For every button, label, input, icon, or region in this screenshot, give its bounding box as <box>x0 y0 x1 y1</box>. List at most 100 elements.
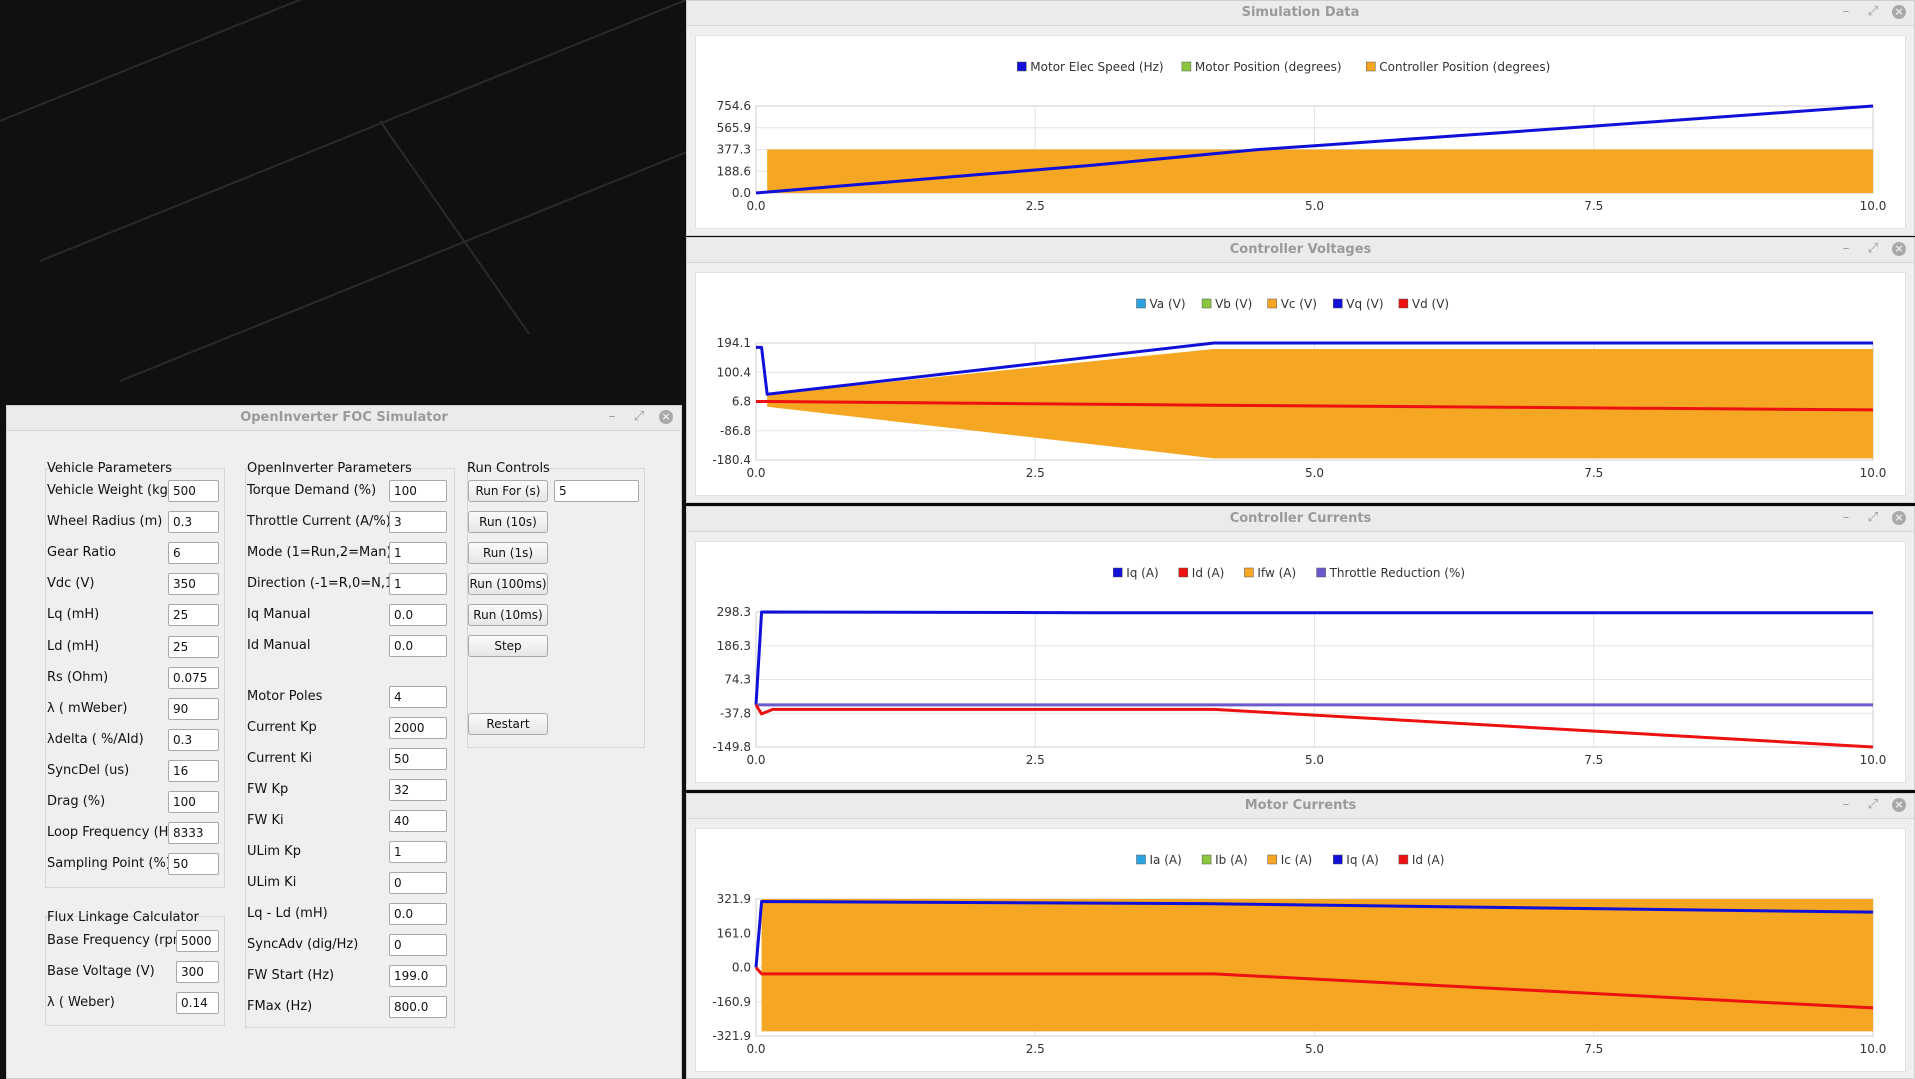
vehicle-param-input[interactable]: 0.075 <box>168 666 219 689</box>
legend-swatch <box>1267 854 1277 865</box>
close-button[interactable]: × <box>1892 242 1906 256</box>
oi-param-input[interactable]: 100 <box>389 480 447 502</box>
maximize-button[interactable]: ⤢ <box>1867 797 1879 812</box>
x-tick-label: 5.0 <box>1305 1042 1324 1056</box>
run-controls-title: Run Controls <box>467 461 550 476</box>
oi-param-input[interactable]: 0.0 <box>389 635 447 657</box>
y-tick-label: 188.6 <box>717 164 751 178</box>
vehicle-param-input[interactable]: 8333 <box>168 822 219 845</box>
oi-param-input[interactable]: 1 <box>389 841 447 863</box>
vehicle-param-input[interactable]: 0.3 <box>168 511 219 534</box>
oi-param-input[interactable]: 40 <box>389 810 447 832</box>
step-button[interactable]: Step <box>468 635 548 657</box>
chart-svg-1[interactable]: Va (V) Vb (V) Vc (V) Vq (V) Vd (V) 0.0 2.5 5.0 7… <box>696 273 1905 495</box>
oi-param-input[interactable]: 4 <box>389 686 447 708</box>
oi-param-input[interactable]: 1 <box>389 573 447 595</box>
legend-label: Controller Position (degrees) <box>1379 60 1550 74</box>
flux-param-input[interactable]: 0.14 <box>176 992 219 1014</box>
chart-window-titlebar[interactable]: Controller Voltages – ⤢ × <box>687 238 1914 263</box>
chart-svg-0[interactable]: Motor Elec Speed (Hz) Motor Position (deg… <box>696 36 1905 228</box>
run-1s-button[interactable]: Run (1s) <box>468 542 548 564</box>
minimize-button[interactable]: – <box>1842 241 1850 256</box>
vehicle-param-input[interactable]: 25 <box>168 635 219 658</box>
legend-swatch <box>1181 61 1192 72</box>
oi-param-input[interactable]: 2000 <box>389 717 447 739</box>
close-button[interactable]: × <box>1892 511 1906 525</box>
oi-param-input[interactable]: 0 <box>389 872 447 894</box>
chart-window-titlebar[interactable]: Controller Currents – ⤢ × <box>687 507 1914 532</box>
series-ramp <box>795 149 804 194</box>
flux-param-input[interactable]: 5000 <box>176 930 219 952</box>
run-10ms-button[interactable]: Run (10ms) <box>468 604 548 626</box>
vehicle-param-input[interactable]: 350 <box>168 573 219 596</box>
legend-swatch <box>1136 854 1146 865</box>
close-button[interactable]: × <box>659 410 673 424</box>
flux-param-input[interactable]: 300 <box>176 961 219 983</box>
close-button[interactable]: × <box>1892 5 1906 19</box>
oi-param-label: Current Ki <box>247 751 313 766</box>
legend-swatch <box>1136 298 1146 309</box>
vehicle-param-input[interactable]: 100 <box>168 791 219 813</box>
oi-param-input[interactable]: 199.0 <box>389 965 447 987</box>
run-100ms-button[interactable]: Run (100ms) <box>468 573 548 595</box>
legend-swatch <box>1178 567 1189 578</box>
minimize-button[interactable]: – <box>1842 510 1850 525</box>
chart-svg-3[interactable]: Ia (A) Ib (A) Ic (A) Iq (A) Id (A) 0.0 2.5 5.0 7… <box>696 829 1905 1071</box>
restart-button[interactable]: Restart <box>468 713 548 735</box>
oi-param-input[interactable]: 32 <box>389 779 447 801</box>
y-tick-label: -180.4 <box>712 453 751 467</box>
legend-label: Iq (A) <box>1126 566 1159 580</box>
minimize-button[interactable]: – <box>608 409 616 424</box>
x-tick-label: 7.5 <box>1584 753 1603 767</box>
flux-param-label: Base Frequency (rpm) <box>47 933 191 948</box>
series-line <box>756 400 1874 412</box>
run-for-button[interactable]: Run For (s) <box>468 480 548 502</box>
oi-param-input[interactable]: 1 <box>389 542 447 564</box>
maximize-button[interactable]: ⤢ <box>1867 241 1879 256</box>
chart-window-titlebar[interactable]: Simulation Data – ⤢ × <box>687 1 1914 26</box>
legend-swatch <box>1201 298 1212 309</box>
run-10s-button[interactable]: Run (10s) <box>468 511 548 533</box>
vehicle-param-input[interactable]: 25 <box>168 604 219 627</box>
vehicle-param-label: Vdc (V) <box>47 576 95 592</box>
oi-param-input[interactable]: 800.0 <box>389 996 447 1018</box>
vehicle-param-input[interactable]: 90 <box>168 697 219 720</box>
oi-param-label: Throttle Current (A/%) <box>247 514 391 529</box>
y-tick-label: 0.0 <box>732 961 751 975</box>
vehicle-param-input[interactable]: 0.3 <box>168 728 219 751</box>
simulator-window: OpenInverter FOC Simulator – ⤢ × Vehicle… <box>6 405 682 1079</box>
legend-label: Motor Position (degrees) <box>1195 60 1342 74</box>
oi-param-input[interactable]: 3 <box>389 511 447 533</box>
chart-window-title: Simulation Data <box>1241 5 1360 20</box>
vehicle-param-label: Lq (mH) <box>47 607 100 623</box>
oi-param-input[interactable]: 0 <box>389 934 447 956</box>
maximize-button[interactable]: ⤢ <box>1867 4 1879 19</box>
vehicle-param-input[interactable]: 50 <box>168 853 219 876</box>
x-tick-label: 2.5 <box>1026 1042 1045 1056</box>
run-for-input[interactable]: 5 <box>554 480 639 502</box>
close-button[interactable]: × <box>1892 798 1906 812</box>
vehicle-param-input[interactable]: 6 <box>168 542 219 565</box>
openinverter-params-group <box>245 468 455 1028</box>
maximize-button[interactable]: ⤢ <box>633 409 645 424</box>
y-tick-label: -86.8 <box>720 424 751 438</box>
series-line <box>754 900 1874 968</box>
oi-param-input[interactable]: 0.0 <box>389 604 447 626</box>
oi-param-input[interactable]: 50 <box>389 748 447 770</box>
x-tick-label: 5.0 <box>1305 466 1324 480</box>
simulator-titlebar[interactable]: OpenInverter FOC Simulator – ⤢ × <box>7 406 681 431</box>
y-tick-label: 100.4 <box>717 365 751 379</box>
minimize-button[interactable]: – <box>1842 797 1850 812</box>
minimize-button[interactable]: – <box>1842 4 1850 19</box>
vehicle-param-input[interactable]: 16 <box>168 759 219 782</box>
vehicle-param-label: Vehicle Weight (kg) <box>47 483 173 498</box>
chart-svg-2[interactable]: Iq (A) Id (A) Ifw (A) Throttle Reduction (%… <box>696 542 1905 782</box>
vehicle-params-title: Vehicle Parameters <box>47 461 173 476</box>
legend-label: Vc (V) <box>1281 297 1317 311</box>
vehicle-param-input[interactable]: 500 <box>168 480 219 502</box>
oi-param-label: FW Ki <box>247 813 284 828</box>
chart-window-titlebar[interactable]: Motor Currents – ⤢ × <box>687 794 1914 819</box>
maximize-button[interactable]: ⤢ <box>1867 510 1879 525</box>
oi-param-input[interactable]: 0.0 <box>389 903 447 925</box>
series-envelope <box>761 899 1874 1032</box>
